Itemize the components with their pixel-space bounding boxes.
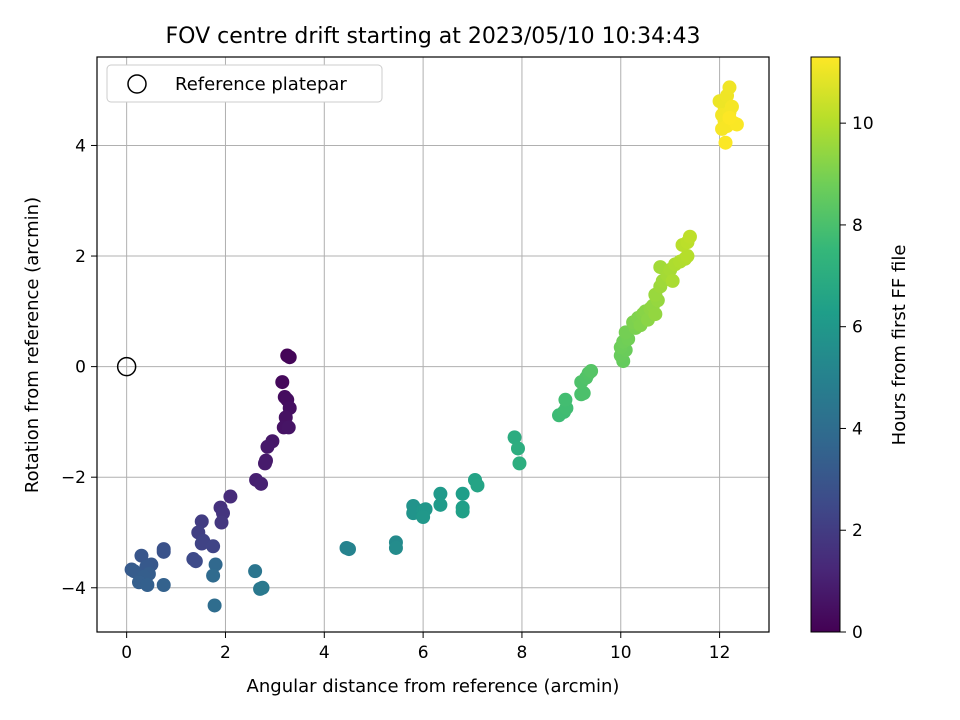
data-point — [254, 476, 269, 491]
data-point — [248, 564, 263, 579]
data-point — [255, 580, 270, 595]
data-point — [281, 420, 296, 435]
data-point — [680, 249, 695, 264]
data-point — [194, 536, 209, 551]
data-point — [665, 273, 680, 288]
colorbar-tick-label: 2 — [852, 521, 863, 541]
data-point — [510, 441, 525, 456]
data-point — [342, 542, 356, 557]
chart-title: FOV centre drift starting at 2023/05/10 … — [166, 24, 701, 49]
plot-frame — [96, 56, 770, 633]
colorbar-tick-label: 0 — [852, 623, 863, 643]
y-tick-label: 0 — [75, 358, 86, 378]
data-point — [275, 375, 290, 390]
data-point — [207, 598, 222, 613]
data-point — [722, 110, 737, 125]
legend-label: Reference platepar — [175, 74, 347, 95]
data-point — [206, 539, 221, 554]
data-point — [558, 392, 573, 407]
data-point — [682, 229, 697, 244]
colorbar: 0 2 4 6 8 10 Hours from first FF file — [810, 56, 910, 643]
x-tick-label: 8 — [517, 643, 528, 663]
data-point — [194, 514, 209, 529]
x-tick-label: 12 — [709, 643, 731, 663]
colorbar-tick-label: 8 — [852, 216, 863, 236]
colorbar-tick-label: 10 — [852, 114, 874, 134]
y-tick-label: 4 — [75, 136, 86, 156]
reference-point-marker — [116, 356, 137, 377]
data-point — [140, 578, 155, 593]
y-axis: −4 −2 0 2 4 — [61, 136, 97, 599]
colorbar-tick-label: 4 — [852, 419, 863, 439]
x-tick-label: 0 — [121, 643, 132, 663]
data-point — [208, 557, 223, 572]
data-point — [156, 544, 171, 559]
x-tick-label: 6 — [418, 643, 429, 663]
data-point — [722, 80, 737, 95]
data-point — [455, 486, 470, 501]
data-point — [258, 456, 272, 471]
colorbar-ticks: 0 2 4 6 8 10 — [840, 114, 874, 643]
data-point — [455, 504, 470, 519]
plot-area — [96, 56, 770, 633]
legend: Reference platepar — [106, 64, 383, 103]
data-point — [433, 497, 448, 512]
data-point — [260, 439, 275, 454]
grid-lines — [97, 57, 769, 632]
y-tick-label: −4 — [61, 579, 86, 599]
data-point — [223, 489, 238, 504]
data-point — [512, 456, 527, 471]
data-point — [188, 554, 203, 569]
data-point — [214, 515, 229, 530]
x-axis-label: Angular distance from reference (arcmin) — [247, 676, 620, 697]
data-point — [724, 99, 739, 114]
legend-reference-icon — [127, 74, 147, 94]
data-point — [134, 548, 149, 563]
y-axis-label: Rotation from reference (arcmin) — [22, 197, 43, 493]
colorbar-label: Hours from first FF file — [889, 245, 910, 446]
data-point — [206, 568, 221, 583]
colorbar-tick-label: 6 — [852, 318, 863, 338]
data-point — [648, 307, 663, 322]
data-point — [507, 430, 522, 445]
x-tick-label: 10 — [610, 643, 632, 663]
data-point — [584, 364, 599, 379]
data-point — [416, 510, 431, 524]
data-point — [156, 578, 171, 593]
data-point — [282, 350, 297, 365]
x-axis: 0 2 4 6 8 10 12 — [121, 632, 730, 663]
data-point — [388, 540, 403, 555]
x-tick-label: 2 — [220, 643, 231, 663]
data-points — [124, 80, 744, 613]
y-tick-label: −2 — [61, 468, 86, 488]
x-tick-label: 4 — [319, 643, 330, 663]
data-point — [576, 386, 591, 401]
data-point — [470, 478, 485, 493]
data-point — [433, 486, 448, 501]
y-tick-label: 2 — [75, 247, 86, 267]
legend-box — [106, 64, 383, 103]
colorbar-gradient — [810, 56, 841, 633]
plot-background — [97, 57, 769, 632]
data-point — [718, 135, 733, 150]
